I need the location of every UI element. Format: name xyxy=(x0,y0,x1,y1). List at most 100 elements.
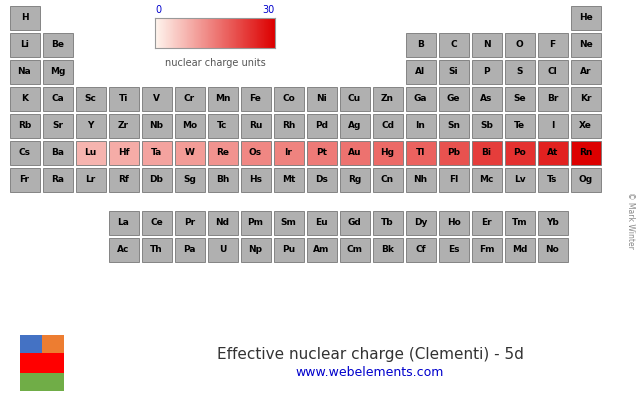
Bar xyxy=(472,60,502,84)
Bar xyxy=(273,86,303,110)
Bar xyxy=(406,168,435,192)
Bar xyxy=(141,238,172,262)
Text: Ra: Ra xyxy=(51,175,64,184)
Text: Na: Na xyxy=(18,67,31,76)
Text: Be: Be xyxy=(51,40,64,49)
Text: Br: Br xyxy=(547,94,558,103)
Text: Zn: Zn xyxy=(381,94,394,103)
Bar xyxy=(273,140,303,164)
Bar xyxy=(273,114,303,138)
Bar xyxy=(472,32,502,56)
Bar xyxy=(241,86,271,110)
Text: Ni: Ni xyxy=(316,94,327,103)
Text: Ba: Ba xyxy=(51,148,64,157)
Bar xyxy=(241,114,271,138)
Text: Al: Al xyxy=(415,67,426,76)
Text: No: No xyxy=(546,245,559,254)
Text: Rf: Rf xyxy=(118,175,129,184)
Bar xyxy=(438,114,468,138)
Bar xyxy=(438,140,468,164)
Text: V: V xyxy=(153,94,160,103)
Bar xyxy=(472,114,502,138)
Text: Ta: Ta xyxy=(151,148,162,157)
Text: Mt: Mt xyxy=(282,175,295,184)
Text: Ir: Ir xyxy=(285,148,292,157)
Bar xyxy=(42,140,72,164)
Text: Zr: Zr xyxy=(118,121,129,130)
Text: Pu: Pu xyxy=(282,245,295,254)
Bar xyxy=(570,6,600,30)
Bar xyxy=(141,140,172,164)
Bar xyxy=(273,211,303,235)
Bar xyxy=(339,114,369,138)
Bar xyxy=(109,238,138,262)
Bar xyxy=(570,168,600,192)
Text: Tl: Tl xyxy=(416,148,425,157)
Bar xyxy=(472,140,502,164)
Text: Cd: Cd xyxy=(381,121,394,130)
Bar xyxy=(570,86,600,110)
Text: Os: Os xyxy=(249,148,262,157)
Bar xyxy=(504,60,534,84)
Bar xyxy=(406,32,435,56)
Text: Sg: Sg xyxy=(183,175,196,184)
Bar xyxy=(472,238,502,262)
Text: Cm: Cm xyxy=(346,245,362,254)
Text: Si: Si xyxy=(449,67,458,76)
Text: F: F xyxy=(549,40,556,49)
Bar xyxy=(241,238,271,262)
Bar xyxy=(10,6,40,30)
Text: In: In xyxy=(415,121,426,130)
Bar xyxy=(339,86,369,110)
Text: Ce: Ce xyxy=(150,218,163,227)
Text: S: S xyxy=(516,67,523,76)
Text: Fr: Fr xyxy=(19,175,29,184)
Text: Er: Er xyxy=(481,218,492,227)
Bar xyxy=(372,140,403,164)
Bar xyxy=(307,114,337,138)
Bar xyxy=(207,238,237,262)
Text: Se: Se xyxy=(513,94,526,103)
Bar xyxy=(10,140,40,164)
Bar xyxy=(438,168,468,192)
Bar xyxy=(570,140,600,164)
Text: Mo: Mo xyxy=(182,121,197,130)
Bar xyxy=(241,140,271,164)
Bar xyxy=(241,168,271,192)
Text: Ac: Ac xyxy=(117,245,130,254)
Bar xyxy=(339,168,369,192)
Bar xyxy=(339,140,369,164)
Bar xyxy=(538,86,568,110)
Text: Eu: Eu xyxy=(315,218,328,227)
Bar xyxy=(472,168,502,192)
Text: P: P xyxy=(483,67,490,76)
Text: Bi: Bi xyxy=(481,148,492,157)
Bar xyxy=(538,32,568,56)
Bar xyxy=(406,60,435,84)
Bar xyxy=(307,86,337,110)
Text: Y: Y xyxy=(87,121,93,130)
Text: Cf: Cf xyxy=(415,245,426,254)
Bar xyxy=(175,211,205,235)
Bar xyxy=(207,114,237,138)
Bar xyxy=(76,140,106,164)
Text: Ag: Ag xyxy=(348,121,361,130)
Bar xyxy=(273,238,303,262)
Text: Dy: Dy xyxy=(414,218,427,227)
Bar xyxy=(76,168,106,192)
Text: Db: Db xyxy=(150,175,163,184)
Bar xyxy=(504,32,534,56)
Text: Co: Co xyxy=(282,94,295,103)
Bar xyxy=(438,86,468,110)
Bar xyxy=(438,211,468,235)
Bar xyxy=(10,86,40,110)
Bar xyxy=(504,86,534,110)
Text: Cr: Cr xyxy=(184,94,195,103)
Bar xyxy=(538,238,568,262)
Bar xyxy=(307,168,337,192)
Text: Hs: Hs xyxy=(249,175,262,184)
Text: Nh: Nh xyxy=(413,175,428,184)
Bar xyxy=(372,114,403,138)
Text: Mg: Mg xyxy=(50,67,65,76)
Text: He: He xyxy=(579,13,593,22)
